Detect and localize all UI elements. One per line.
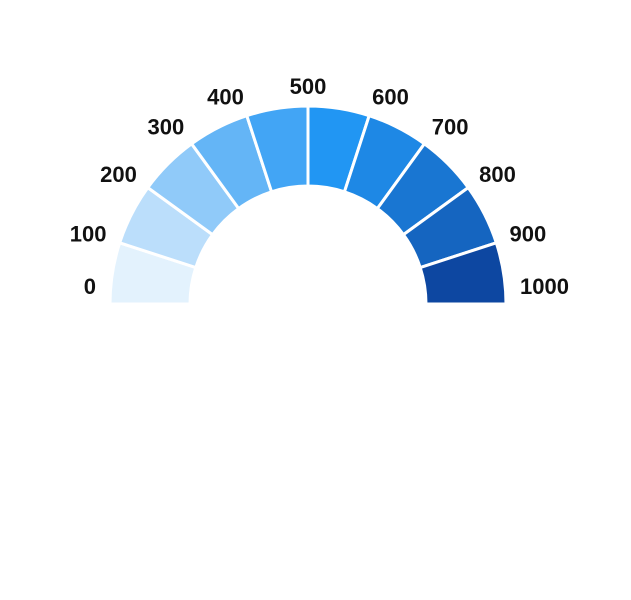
gauge-band-9 — [418, 240, 508, 306]
tick-label-100: 100 — [70, 222, 107, 247]
gauge-bands — [108, 104, 508, 306]
tick-label-1000: 1000 — [520, 274, 569, 299]
tick-label-400: 400 — [207, 84, 244, 109]
gauge-tick-labels: 0 100 200 300 400 500 600 700 800 900 1000 — [70, 74, 569, 299]
tick-label-700: 700 — [432, 115, 469, 140]
tick-label-300: 300 — [147, 115, 184, 140]
tick-label-0: 0 — [84, 274, 96, 299]
tick-label-800: 800 — [479, 162, 516, 187]
tick-label-500: 500 — [290, 74, 327, 99]
tick-label-200: 200 — [100, 162, 137, 187]
tick-label-600: 600 — [372, 84, 409, 109]
tick-label-900: 900 — [510, 222, 547, 247]
